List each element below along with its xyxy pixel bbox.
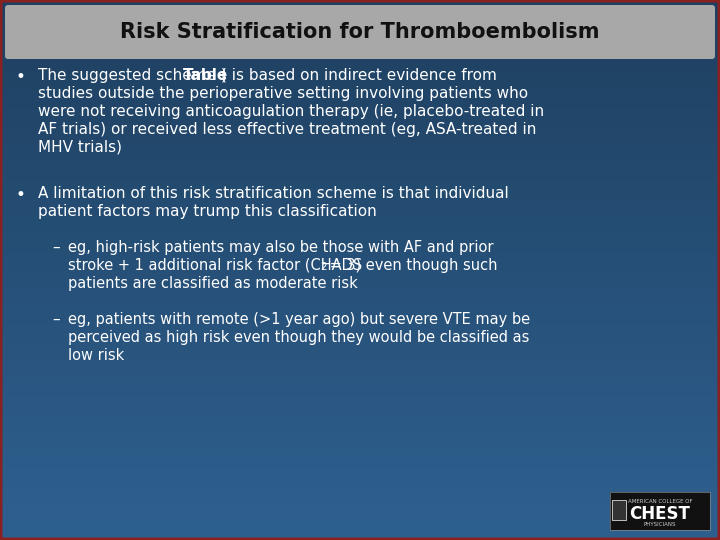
Text: 2: 2 bbox=[320, 262, 327, 272]
Bar bbox=[0, 270, 720, 288]
Bar bbox=[0, 432, 720, 450]
Bar bbox=[0, 324, 720, 342]
FancyBboxPatch shape bbox=[5, 5, 715, 59]
Text: eg, patients with remote (>1 year ago) but severe VTE may be: eg, patients with remote (>1 year ago) b… bbox=[68, 312, 530, 327]
Bar bbox=[0, 162, 720, 180]
Bar bbox=[0, 18, 720, 36]
Text: low risk: low risk bbox=[68, 348, 125, 363]
Bar bbox=[0, 288, 720, 306]
Text: studies outside the perioperative setting involving patients who: studies outside the perioperative settin… bbox=[38, 86, 528, 101]
Text: –: – bbox=[52, 312, 60, 327]
Text: MHV trials): MHV trials) bbox=[38, 140, 122, 155]
Bar bbox=[0, 216, 720, 234]
Text: –: – bbox=[52, 240, 60, 255]
Text: CHEST: CHEST bbox=[629, 505, 690, 523]
Text: Table: Table bbox=[183, 68, 228, 83]
Bar bbox=[0, 198, 720, 216]
Text: were not receiving anticoagulation therapy (ie, placebo-treated in: were not receiving anticoagulation thera… bbox=[38, 104, 544, 119]
Text: •: • bbox=[16, 186, 26, 204]
Bar bbox=[0, 342, 720, 360]
Text: Risk Stratification for Thromboembolism: Risk Stratification for Thromboembolism bbox=[120, 22, 600, 42]
Bar bbox=[610, 492, 710, 530]
Text: AF trials) or received less effective treatment (eg, ASA-treated in: AF trials) or received less effective tr… bbox=[38, 122, 536, 137]
Bar bbox=[610, 492, 710, 530]
Text: The suggested scheme (: The suggested scheme ( bbox=[38, 68, 227, 83]
Bar bbox=[0, 126, 720, 144]
Text: PHYSICIANS: PHYSICIANS bbox=[644, 522, 676, 527]
Bar bbox=[0, 486, 720, 504]
Text: patients are classified as moderate risk: patients are classified as moderate risk bbox=[68, 276, 358, 291]
Bar bbox=[0, 378, 720, 396]
Text: •: • bbox=[16, 68, 26, 86]
Text: eg, high-risk patients may also be those with AF and prior: eg, high-risk patients may also be those… bbox=[68, 240, 493, 255]
Bar bbox=[612, 500, 626, 520]
Bar bbox=[0, 108, 720, 126]
Text: perceived as high risk even though they would be classified as: perceived as high risk even though they … bbox=[68, 330, 529, 345]
Bar bbox=[0, 522, 720, 540]
Bar bbox=[0, 36, 720, 54]
Text: ) is based on indirect evidence from: ) is based on indirect evidence from bbox=[220, 68, 497, 83]
Bar bbox=[0, 252, 720, 270]
Bar bbox=[0, 414, 720, 432]
Text: A limitation of this risk stratification scheme is that individual: A limitation of this risk stratification… bbox=[38, 186, 509, 201]
Bar bbox=[0, 234, 720, 252]
Bar bbox=[0, 306, 720, 324]
Bar bbox=[0, 72, 720, 90]
Bar bbox=[0, 180, 720, 198]
Bar bbox=[0, 0, 720, 18]
Bar bbox=[0, 396, 720, 414]
Bar bbox=[0, 144, 720, 162]
Bar bbox=[0, 360, 720, 378]
Text: AMERICAN COLLEGE OF: AMERICAN COLLEGE OF bbox=[628, 499, 693, 504]
Bar bbox=[0, 468, 720, 486]
Text: = 3) even though such: = 3) even though such bbox=[325, 258, 498, 273]
Text: stroke + 1 additional risk factor (CHADS: stroke + 1 additional risk factor (CHADS bbox=[68, 258, 362, 273]
Bar bbox=[0, 90, 720, 108]
Bar bbox=[0, 450, 720, 468]
Bar bbox=[0, 54, 720, 72]
Bar bbox=[0, 504, 720, 522]
Text: patient factors may trump this classification: patient factors may trump this classific… bbox=[38, 204, 377, 219]
